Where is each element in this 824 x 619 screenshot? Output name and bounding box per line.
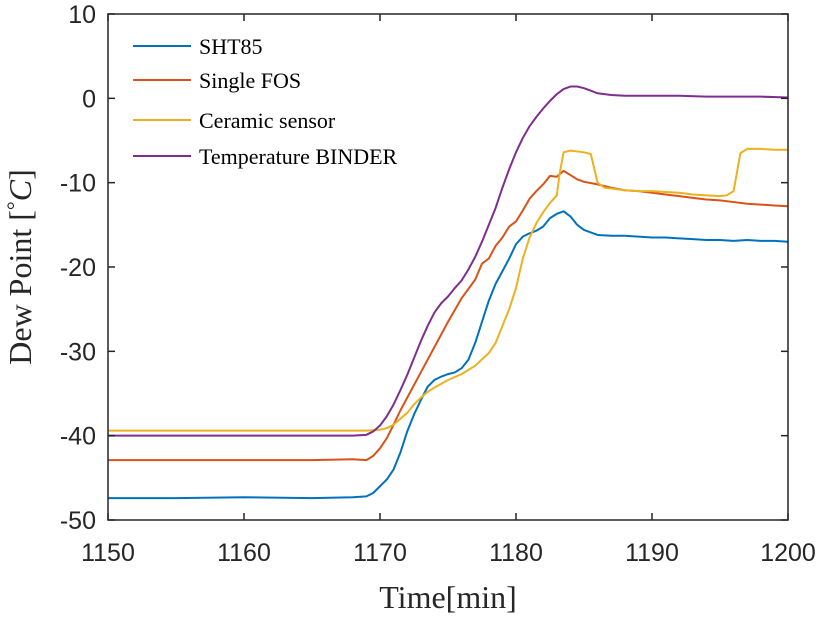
legend-box bbox=[123, 27, 497, 173]
y-tick-label: -30 bbox=[60, 338, 96, 366]
y-axis-label-unit: C bbox=[2, 179, 38, 201]
x-tick-label: 1190 bbox=[625, 539, 679, 567]
y-axis-label-degree: ° bbox=[2, 201, 27, 210]
x-tick-label: 1150 bbox=[81, 539, 135, 567]
y-axis-label: Dew Point [°C] bbox=[2, 169, 38, 364]
x-tick-label: 1200 bbox=[760, 539, 816, 567]
y-axis-label-open: [ bbox=[2, 210, 38, 221]
series-line-temperature-binder bbox=[108, 85, 789, 437]
y-tick-label: 0 bbox=[82, 85, 96, 113]
y-tick-label: -10 bbox=[60, 170, 96, 198]
x-tick-label: 1170 bbox=[353, 539, 407, 567]
y-axis-label-text: Dew Point bbox=[2, 221, 38, 365]
series-line-sht85 bbox=[108, 210, 789, 500]
legend-label-single-fos: Single FOS bbox=[199, 68, 301, 93]
legend-label-temperature-binder: Temperature BINDER bbox=[199, 144, 398, 169]
x-tick-label: 1180 bbox=[489, 539, 543, 567]
axes-layer bbox=[107, 13, 789, 521]
tick-label-layer: 1150 1160 1170 1180 1190 1200 -50 -40 -30 -20 -10 0… bbox=[60, 1, 816, 567]
y-axis-label-close: ] bbox=[2, 169, 38, 180]
x-axis-label: Time[min] bbox=[379, 579, 517, 615]
y-tick-label: -20 bbox=[60, 254, 96, 282]
legend-label-ceramic-sensor: Ceramic sensor bbox=[199, 108, 336, 133]
legend-label-sht85: SHT85 bbox=[199, 34, 263, 59]
series-line-single-fos bbox=[108, 169, 789, 462]
x-tick-label: 1160 bbox=[217, 539, 271, 567]
y-tick-label: 10 bbox=[68, 1, 96, 29]
y-tick-label: -50 bbox=[60, 507, 96, 535]
y-tick-label: -40 bbox=[60, 423, 96, 451]
series-layer bbox=[108, 85, 789, 500]
series-line-ceramic-sensor bbox=[108, 147, 788, 432]
legend: SHT85 Single FOS Ceramic sensor Temperat… bbox=[123, 27, 497, 173]
